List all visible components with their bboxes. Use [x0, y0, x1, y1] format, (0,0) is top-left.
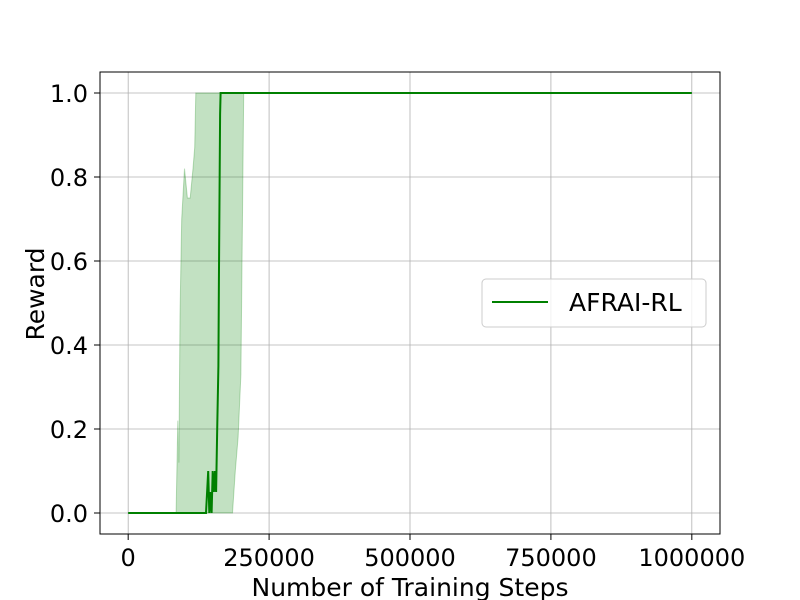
x-tick-label: 1000000 — [638, 544, 745, 572]
x-tick-label: 250000 — [223, 544, 315, 572]
y-tick-label: 0.0 — [50, 500, 88, 528]
y-axis-ticks: 0.0 0.2 0.4 0.6 0.8 1.0 — [50, 80, 100, 528]
y-tick-label: 0.2 — [50, 416, 88, 444]
y-tick-label: 1.0 — [50, 80, 88, 108]
y-tick-label: 0.4 — [50, 332, 88, 360]
y-tick-label: 0.6 — [50, 248, 88, 276]
x-tick-label: 500000 — [364, 544, 456, 572]
series-line-afrai-rl — [128, 92, 692, 514]
x-axis-ticks: 0 250000 500000 750000 1000000 — [121, 534, 745, 572]
y-tick-label: 0.8 — [50, 164, 88, 192]
x-tick-label: 0 — [121, 544, 136, 572]
legend: AFRAI-RL — [481, 278, 707, 328]
x-tick-label: 750000 — [505, 544, 597, 572]
legend-box — [481, 278, 707, 328]
x-axis-label: Number of Training Steps — [252, 573, 569, 600]
series-line-layer — [128, 92, 692, 514]
legend-entry-afrai-rl: AFRAI-RL — [569, 288, 682, 317]
y-axis-label: Reward — [21, 247, 50, 340]
